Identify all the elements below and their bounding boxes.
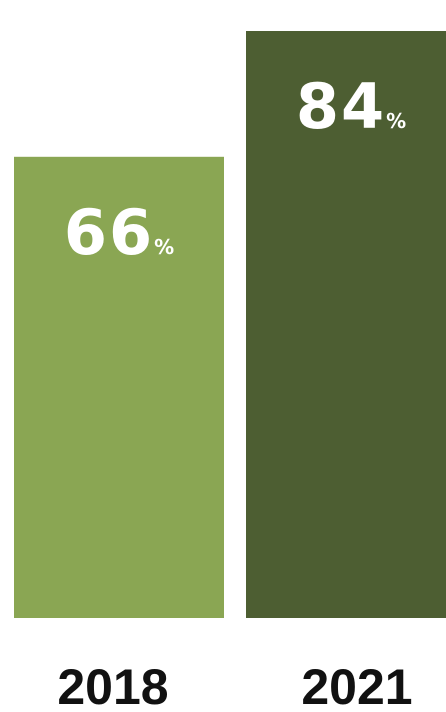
category-labels-layer: 2018 2021 bbox=[57, 659, 412, 712]
category-label-2018: 2018 bbox=[57, 659, 168, 712]
bars-layer bbox=[14, 31, 446, 619]
bar-2021 bbox=[246, 31, 446, 618]
value-label-unit: % bbox=[386, 109, 406, 133]
value-label-2021: 84% bbox=[296, 70, 406, 143]
bar-2018 bbox=[14, 156, 224, 619]
value-label-number: 84 bbox=[296, 70, 386, 143]
value-label-2018: 66% bbox=[64, 196, 174, 269]
value-label-unit: % bbox=[154, 235, 174, 259]
value-labels-layer: 66%84% bbox=[64, 70, 406, 269]
category-label-2021: 2021 bbox=[301, 659, 412, 712]
value-label-number: 66 bbox=[64, 196, 154, 269]
